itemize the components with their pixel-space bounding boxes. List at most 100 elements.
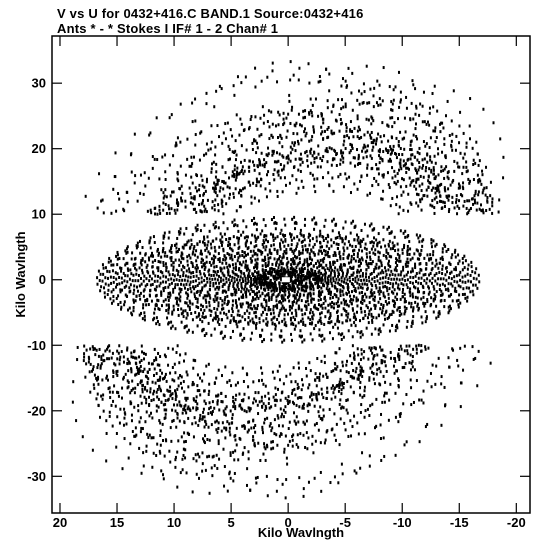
uv-point	[357, 241, 360, 245]
uv-point	[329, 293, 332, 297]
uv-point	[437, 356, 440, 360]
uv-point	[247, 396, 250, 400]
uv-point	[365, 247, 368, 251]
uv-point	[221, 261, 224, 265]
uv-point	[398, 105, 401, 109]
uv-point	[308, 111, 311, 115]
uv-point	[234, 398, 237, 402]
uv-point	[370, 240, 373, 244]
uv-point	[173, 208, 176, 212]
uv-point	[360, 278, 363, 282]
uv-point	[394, 295, 397, 299]
uv-point	[240, 406, 243, 410]
uv-point	[399, 344, 402, 348]
uv-point	[462, 204, 465, 208]
uv-point	[341, 269, 344, 273]
uv-point	[212, 273, 215, 277]
uv-point	[457, 298, 460, 302]
uv-point	[385, 309, 388, 313]
uv-point	[339, 162, 342, 166]
uv-point	[308, 232, 311, 236]
uv-point	[390, 100, 393, 104]
uv-point	[144, 284, 147, 288]
uv-point	[307, 480, 310, 484]
uv-point	[256, 141, 259, 145]
uv-point	[347, 329, 350, 333]
uv-point	[110, 403, 113, 407]
uv-point	[310, 391, 313, 395]
uv-point	[388, 287, 391, 291]
uv-point	[106, 378, 109, 382]
uv-point	[170, 263, 173, 267]
uv-point	[268, 397, 271, 401]
uv-point	[302, 234, 305, 238]
uv-point	[108, 270, 111, 274]
uv-point	[395, 325, 398, 329]
uv-point	[120, 350, 123, 354]
uv-point	[231, 329, 234, 333]
uv-point	[308, 322, 311, 326]
uv-point	[248, 159, 251, 163]
uv-point	[187, 304, 190, 308]
uv-point	[418, 440, 421, 444]
uv-point	[140, 401, 143, 405]
uv-point	[447, 248, 450, 252]
uv-point	[362, 278, 365, 282]
uv-point	[398, 313, 401, 317]
uv-point	[458, 184, 461, 188]
uv-point	[223, 412, 226, 416]
uv-point	[177, 384, 180, 388]
uv-point	[370, 136, 373, 140]
uv-point	[399, 165, 402, 169]
uv-point	[184, 286, 187, 290]
uv-point	[437, 277, 440, 281]
uv-point	[162, 208, 165, 212]
uv-point	[247, 272, 250, 276]
uv-point	[220, 391, 223, 395]
uv-point	[156, 298, 159, 302]
uv-point	[213, 327, 216, 331]
uv-point	[142, 294, 145, 298]
uv-point	[196, 389, 199, 393]
uv-point	[310, 249, 313, 253]
uv-point	[302, 185, 305, 189]
uv-point	[478, 159, 481, 163]
uv-point	[299, 276, 302, 280]
uv-point	[186, 137, 189, 141]
uv-point	[292, 165, 295, 169]
uv-point	[298, 260, 301, 264]
uv-point	[218, 260, 221, 264]
uv-point	[174, 371, 177, 375]
uv-point	[302, 487, 305, 491]
uv-point	[269, 422, 272, 426]
uv-point	[341, 240, 344, 244]
uv-point	[121, 467, 124, 471]
uv-point	[370, 247, 373, 251]
uv-point	[195, 267, 198, 271]
uv-point	[370, 307, 373, 311]
uv-point	[361, 301, 364, 305]
uv-point	[241, 165, 244, 169]
uv-point	[231, 174, 234, 178]
uv-point	[349, 142, 352, 146]
uv-point	[216, 194, 219, 198]
uv-point	[287, 290, 290, 294]
uv-point	[332, 103, 335, 107]
uv-point	[371, 116, 374, 120]
uv-point	[234, 187, 237, 191]
uv-point	[370, 294, 373, 298]
uv-point	[213, 299, 216, 303]
uv-point	[422, 164, 425, 168]
uv-point	[428, 111, 431, 115]
uv-point	[363, 385, 366, 389]
uv-point	[208, 454, 211, 458]
uv-point	[221, 179, 224, 183]
uv-point	[356, 98, 359, 102]
uv-point	[106, 347, 109, 351]
uv-point	[362, 82, 365, 86]
uv-point	[302, 322, 305, 326]
uv-point	[169, 385, 172, 389]
uv-point	[318, 312, 321, 316]
uv-point	[329, 273, 332, 277]
